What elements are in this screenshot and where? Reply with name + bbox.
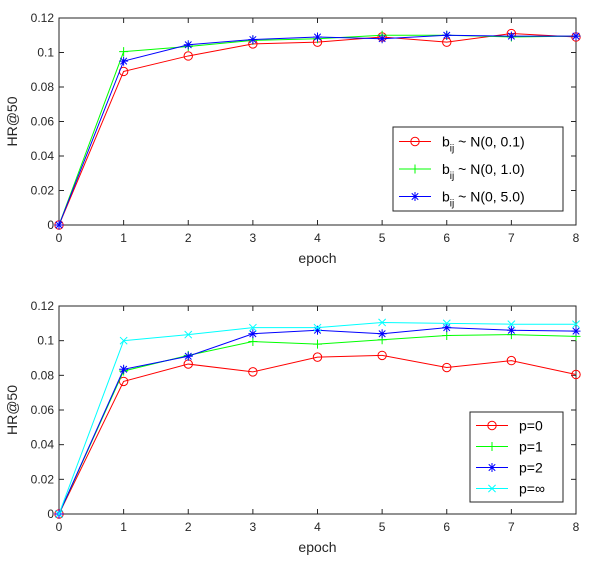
x-tick-label: 7 [508, 520, 515, 534]
legend-marker [410, 164, 420, 174]
data-point [312, 352, 323, 362]
data-point [119, 47, 129, 57]
y-tick-label: 0.12 [31, 299, 55, 313]
series-3 [54, 30, 581, 230]
data-point [507, 320, 516, 329]
y-tick-label: 0.02 [31, 472, 55, 486]
data-point [442, 30, 452, 40]
y-axis-label: HR@50 [4, 385, 20, 435]
legend-marker [488, 484, 496, 493]
x-tick-label: 0 [56, 231, 63, 245]
x-tick-label: 3 [250, 520, 257, 534]
x-tick-label: 5 [379, 231, 386, 245]
x-tick-label: 2 [185, 520, 192, 534]
data-point [183, 351, 193, 361]
data-point [119, 56, 129, 66]
legend-marker [487, 442, 497, 451]
x-tick-label: 7 [508, 231, 515, 245]
x-tick-label: 6 [443, 520, 450, 534]
data-point [377, 34, 387, 44]
y-tick-label: 0.1 [37, 46, 54, 60]
data-point [184, 330, 193, 339]
data-point [571, 369, 581, 380]
data-point [442, 323, 452, 333]
data-point [572, 320, 580, 329]
legend-box [469, 411, 564, 503]
y-tick-label: 0.08 [31, 80, 55, 94]
x-tick-label: 8 [573, 231, 580, 245]
data-point [506, 325, 516, 335]
y-tick-label: 0 [47, 507, 54, 521]
data-point [54, 220, 64, 230]
y-tick-label: 0 [47, 218, 54, 232]
x-tick-label: 6 [443, 231, 450, 245]
legend-label: p=0 [519, 418, 543, 434]
legend-label: bij ~ N(0, 1.0) [442, 161, 525, 182]
data-point [442, 319, 451, 328]
x-tick-label: 8 [573, 520, 580, 534]
x-tick-label: 5 [379, 520, 386, 534]
data-point [248, 329, 258, 339]
legend-label: p=∞ [519, 481, 545, 497]
data-point [119, 336, 128, 345]
data-point [571, 31, 581, 41]
legend-marker [410, 136, 420, 147]
data-point [55, 510, 63, 518]
data-point [248, 323, 257, 332]
data-point [183, 51, 193, 61]
legend-label: bij ~ N(0, 5.0) [442, 189, 525, 210]
legend-marker [487, 463, 497, 472]
data-point [442, 330, 452, 340]
data-point [506, 355, 517, 366]
data-point [313, 32, 322, 42]
legend-label: p=1 [519, 439, 543, 455]
x-tick-label: 4 [314, 231, 321, 245]
data-point [506, 31, 516, 41]
data-point [378, 318, 387, 327]
x-tick-label: 1 [120, 231, 127, 245]
data-point [377, 329, 387, 339]
series-line [58, 354, 577, 515]
legend-label: p=2 [519, 460, 543, 476]
series-4 [55, 318, 580, 518]
legend: bij ~ N(0, 0.1) bij ~ N(0, 1.0) bij ~ N(0,… [392, 126, 564, 212]
legend-marker [487, 420, 497, 431]
y-tick-label: 0.02 [31, 184, 55, 198]
x-axis-label: epoch [298, 539, 336, 555]
data-point [248, 35, 258, 45]
data-point [377, 350, 387, 361]
y-tick-label: 0.08 [31, 368, 55, 382]
y-tick-label: 0.06 [31, 403, 55, 417]
legend-marker [410, 192, 420, 201]
data-point [571, 326, 581, 336]
data-point [313, 339, 322, 349]
y-tick-label: 0.12 [31, 11, 55, 25]
chart-panel-2: 0 1 2 3 4 5 6 7 8 0 0.02 0.04 0.06 0.08 0.1 0.12 epoch HR… [4, 299, 581, 555]
y-tick-label: 0.04 [31, 438, 55, 452]
y-tick-label: 0.1 [37, 334, 54, 348]
y-tick-label: 0.04 [31, 149, 55, 163]
data-point [248, 367, 258, 377]
data-point [313, 325, 322, 335]
x-tick-label: 2 [185, 231, 192, 245]
y-axis-label: HR@50 [4, 96, 20, 146]
x-tick-label: 4 [314, 520, 321, 534]
data-point [313, 323, 322, 332]
legend-label: bij ~ N(0, 0.1) [442, 134, 525, 155]
data-point [442, 362, 452, 373]
x-tick-label: 3 [250, 231, 257, 245]
chart-panel-1: 0 1 2 3 4 5 6 7 8 0 0.02 0.04 0.06 0.08 0.1 0.12 epoch HR… [4, 11, 581, 266]
data-point [248, 337, 258, 347]
data-point [119, 364, 129, 374]
x-axis-label: epoch [298, 250, 336, 266]
data-point [183, 40, 193, 50]
x-tick-label: 0 [56, 520, 63, 534]
legend: p=0 p=1 p=2 p=∞ [469, 411, 564, 503]
y-tick-label: 0.06 [31, 115, 55, 129]
x-tick-label: 1 [120, 520, 127, 534]
